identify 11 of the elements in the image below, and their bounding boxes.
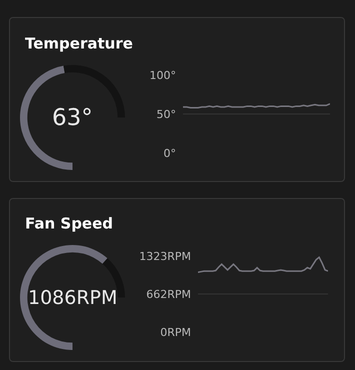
text: 1086RPM (28, 287, 118, 309)
y-tick-label: 662RPM (146, 288, 191, 301)
y-tick-label: 100° (150, 68, 176, 82)
chart-title: Fan Speed (25, 214, 114, 232)
line-series (198, 256, 328, 274)
y-tick-label: 0RPM (160, 326, 191, 339)
y-tick-label: 0° (164, 146, 176, 160)
text: 63° (52, 105, 93, 131)
chart-title: Temperature (25, 34, 133, 52)
y-tick-label: 50° (156, 108, 176, 121)
y-tick-label: 1323RPM (139, 250, 191, 263)
